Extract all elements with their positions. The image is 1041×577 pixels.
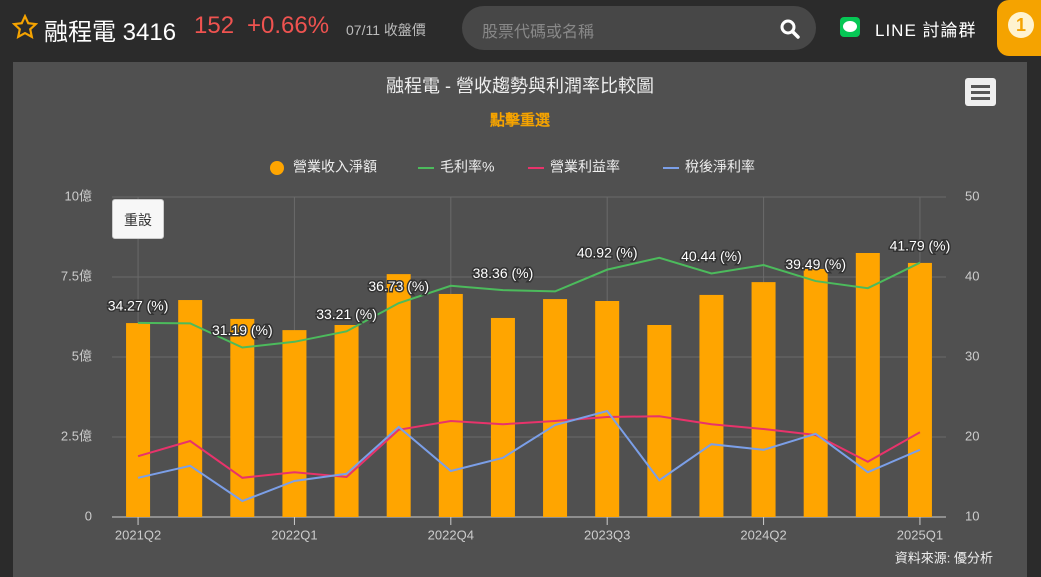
data-label: 31.19 (%) — [212, 322, 273, 338]
chart-subtitle[interactable]: 點擊重選 — [490, 111, 550, 129]
bar — [282, 330, 307, 517]
menu-button[interactable] — [965, 78, 996, 106]
line-icon[interactable] — [840, 17, 860, 37]
search-placeholder: 股票代碼或名稱 — [482, 24, 595, 41]
bar — [647, 325, 672, 517]
line-series — [137, 409, 921, 503]
y2-tick-label: 50 — [965, 188, 979, 203]
bar — [751, 282, 776, 517]
bar — [490, 317, 515, 517]
notification-badge[interactable]: 1 — [997, 0, 1041, 56]
x-tick-label: 2022Q1 — [271, 527, 317, 542]
y2-tick-label: 40 — [965, 268, 979, 283]
bar — [438, 293, 463, 517]
x-tick-label: 2024Q2 — [740, 527, 786, 542]
legend-label: 營業利益率 — [550, 159, 620, 175]
data-label: 38.36 (%) — [473, 265, 534, 281]
bar — [595, 301, 620, 517]
stock-name: 融程電 3416 — [44, 19, 177, 46]
bar — [803, 269, 828, 517]
y2-tick-label: 20 — [965, 428, 979, 443]
bar — [230, 318, 255, 517]
line-series — [138, 256, 921, 349]
search-box[interactable]: 股票代碼或名稱 — [462, 6, 816, 50]
data-label: 40.92 (%) — [577, 244, 638, 260]
bar — [386, 274, 411, 517]
data-label: 36.73 (%) — [368, 278, 429, 294]
change: +0.66% — [247, 12, 330, 39]
bar — [126, 323, 151, 517]
y-tick-label: 0 — [85, 508, 92, 523]
close-date: 07/11 收盤價 — [346, 22, 426, 38]
bar — [907, 262, 932, 517]
line-series — [137, 415, 921, 479]
x-tick-label: 2025Q1 — [897, 527, 943, 542]
y2-tick-label: 30 — [965, 348, 979, 363]
legend-item[interactable]: 營業收入淨額 — [270, 159, 377, 175]
legend-item[interactable]: 營業利益率 — [528, 159, 620, 175]
data-label: 39.49 (%) — [785, 256, 846, 272]
x-tick-label: 2022Q4 — [428, 527, 474, 542]
legend-item[interactable]: 稅後淨利率 — [663, 159, 755, 175]
bar — [699, 294, 724, 517]
search-icon[interactable] — [780, 19, 800, 39]
data-label: 40.44 (%) — [681, 248, 742, 264]
y-tick-label: 2.5億 — [61, 428, 92, 443]
legend-label: 營業收入淨額 — [293, 159, 377, 175]
legend-label: 毛利率% — [440, 159, 494, 175]
y2-tick-label: 10 — [965, 508, 979, 523]
data-label: 33.21 (%) — [316, 306, 377, 322]
legend-item[interactable]: 毛利率% — [418, 159, 494, 175]
legend-symbol — [270, 161, 284, 175]
price: 152 — [194, 12, 235, 39]
bar — [543, 299, 568, 517]
reset-button[interactable]: 重設 — [112, 199, 164, 239]
chart-title: 融程電 - 營收趨勢與利潤率比較圖 — [386, 76, 654, 96]
data-label: 34.27 (%) — [108, 298, 169, 314]
header: 融程電 3416 152 +0.66% 07/11 收盤價 股票代碼或名稱 LI… — [0, 0, 1041, 56]
y-tick-label: 7.5億 — [61, 268, 92, 283]
data-label: 41.79 (%) — [890, 237, 951, 253]
line-group-link[interactable]: LINE 討論群 — [875, 21, 977, 40]
favorite-star[interactable] — [12, 14, 38, 40]
bar — [178, 300, 203, 517]
bar — [334, 325, 359, 517]
x-tick-label: 2023Q3 — [584, 527, 630, 542]
badge-count: 1 — [1008, 12, 1034, 38]
y-tick-label: 5億 — [72, 348, 92, 363]
bar — [855, 253, 880, 517]
source: 資料來源: 優分析 — [895, 550, 993, 565]
x-tick-label: 2021Q2 — [115, 527, 161, 542]
y-tick-label: 10億 — [65, 188, 92, 203]
legend-label: 稅後淨利率 — [685, 159, 755, 175]
